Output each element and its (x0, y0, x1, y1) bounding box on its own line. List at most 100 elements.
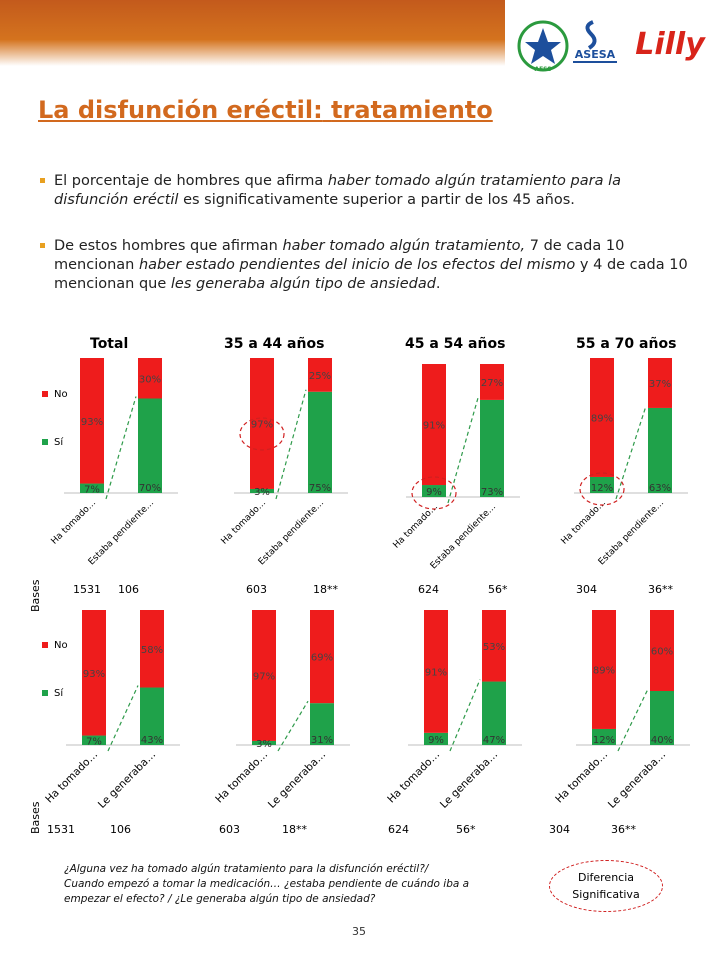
bullet-marker-icon (40, 178, 45, 183)
bar-si (308, 391, 332, 493)
bar-no (648, 358, 672, 408)
base-count: 18** (313, 583, 338, 596)
category-tick-label: Le generaba… (266, 749, 328, 811)
bar-si (590, 476, 614, 493)
base-count: 18** (282, 823, 307, 836)
category-tick-label: Le generaba… (438, 749, 500, 811)
legend-label-no: No (54, 640, 68, 651)
data-label-no: 93% (83, 669, 105, 680)
significance-line-2: Significativa (572, 888, 640, 901)
base-count: 624 (418, 583, 439, 596)
data-label-si: 70% (139, 483, 161, 494)
category-tick-label: Estaba pendiente… (87, 498, 156, 567)
category-tick-label: Estaba pendiente… (429, 502, 498, 571)
footnote-line-2: Cuando empezó a tomar la medicación… ¿es… (64, 878, 470, 890)
data-label-si: 12% (593, 735, 615, 746)
bar-si (138, 398, 162, 493)
title-part-2: tratamiento (331, 96, 493, 124)
base-count: 304 (549, 823, 570, 836)
category-tick-label: Ha tomado… (385, 749, 442, 806)
base-count: 36** (611, 823, 636, 836)
legend-label-si: Sí (54, 687, 64, 699)
page-title: La disfunción eréctil: tratamiento (38, 96, 493, 124)
dashed-connector (447, 397, 479, 504)
footnote-line-3: empezar el efecto? / ¿Le generaba algún … (64, 893, 376, 905)
chart-title: 45 a 54 años (405, 336, 506, 352)
bullet-segment: y 4 de cada 10 mencionan que (54, 257, 688, 292)
data-label-si: 9% (426, 487, 442, 498)
bullet-segment: . (435, 276, 441, 292)
footnote: ¿Alguna vez ha tomado algún tratamiento … (64, 862, 544, 907)
data-label-no: 91% (423, 421, 445, 432)
chart-title: 35 a 44 años (224, 336, 325, 352)
bases-label-bottom: Bases (29, 801, 42, 834)
category-tick-label: Ha tomado… (50, 498, 99, 547)
legend-swatch-no (42, 642, 48, 648)
base-count: 36** (648, 583, 673, 596)
data-label-no: 25% (309, 371, 331, 382)
data-label-no: 30% (139, 374, 161, 385)
base-count: 304 (576, 583, 597, 596)
data-label-no: 89% (593, 665, 615, 676)
title-part-1: La disfunción eréctil: (38, 96, 323, 124)
data-label-si: 3% (254, 487, 270, 498)
aess-logo-text: AESS (534, 66, 551, 73)
legend-label-si: Sí (54, 436, 64, 448)
aess-logo-icon: AESS (517, 20, 569, 73)
bar-no (80, 358, 104, 484)
bar-si (82, 735, 106, 745)
page-number: 35 (352, 925, 366, 938)
data-label-no: 37% (649, 379, 671, 390)
bullet-segment: les generaba algún tipo de ansiedad (170, 276, 436, 292)
bar-si (252, 740, 276, 745)
significance-circle (579, 472, 625, 506)
dashed-connector (617, 688, 649, 752)
bullet-segment: De estos hombres que afirman (54, 238, 283, 254)
data-label-no: 27% (481, 378, 503, 389)
category-tick-label: Estaba pendiente… (257, 498, 326, 567)
significance-circle (239, 417, 285, 451)
bullet-marker-icon (40, 243, 45, 248)
chart-title: 55 a 70 años (576, 336, 677, 352)
data-label-si: 31% (311, 735, 333, 746)
significance-circle (411, 476, 457, 510)
base-count: 1531 (47, 823, 75, 836)
data-label-si: 7% (84, 484, 100, 495)
data-label-no: 69% (311, 653, 333, 664)
footnote-line-1: ¿Alguna vez ha tomado algún tratamiento … (64, 863, 429, 875)
data-label-no: 89% (591, 413, 613, 424)
data-label-si: 47% (483, 735, 505, 746)
base-count: 603 (246, 583, 267, 596)
bar-si (310, 703, 334, 745)
asesa-logo-icon: ASESA (573, 20, 617, 63)
bar-si (424, 732, 448, 745)
bar-no (138, 358, 162, 399)
bullet-segment: es significativamente superior a partir … (178, 192, 575, 208)
dashed-connector (105, 396, 137, 500)
legend-swatch-si (42, 690, 48, 696)
bar-no (424, 610, 448, 733)
base-count: 56* (488, 583, 508, 596)
bar-si (650, 691, 674, 745)
base-count: 624 (388, 823, 409, 836)
base-count: 603 (219, 823, 240, 836)
dashed-connector (615, 405, 647, 500)
base-count: 106 (118, 583, 139, 596)
category-tick-label: Le generaba… (606, 749, 668, 811)
bar-no (310, 610, 334, 704)
data-label-no: 93% (81, 417, 103, 428)
lilly-logo-icon: Lilly (635, 27, 706, 62)
bar-si (250, 488, 274, 493)
data-label-no: 91% (425, 667, 447, 678)
base-count: 106 (110, 823, 131, 836)
bullet-1-text: El porcentaje de hombres que afirma habe… (54, 172, 694, 210)
data-label-si: 7% (86, 736, 102, 747)
bar-no (82, 610, 106, 736)
bullet-segment: haber tomado algún tratamiento, (282, 238, 526, 254)
bar-si (480, 399, 504, 497)
bar-no (480, 364, 504, 400)
bar-no (590, 358, 614, 477)
legend-label-no: No (54, 389, 68, 400)
base-count: 1531 (73, 583, 101, 596)
data-label-no: 97% (251, 419, 273, 430)
